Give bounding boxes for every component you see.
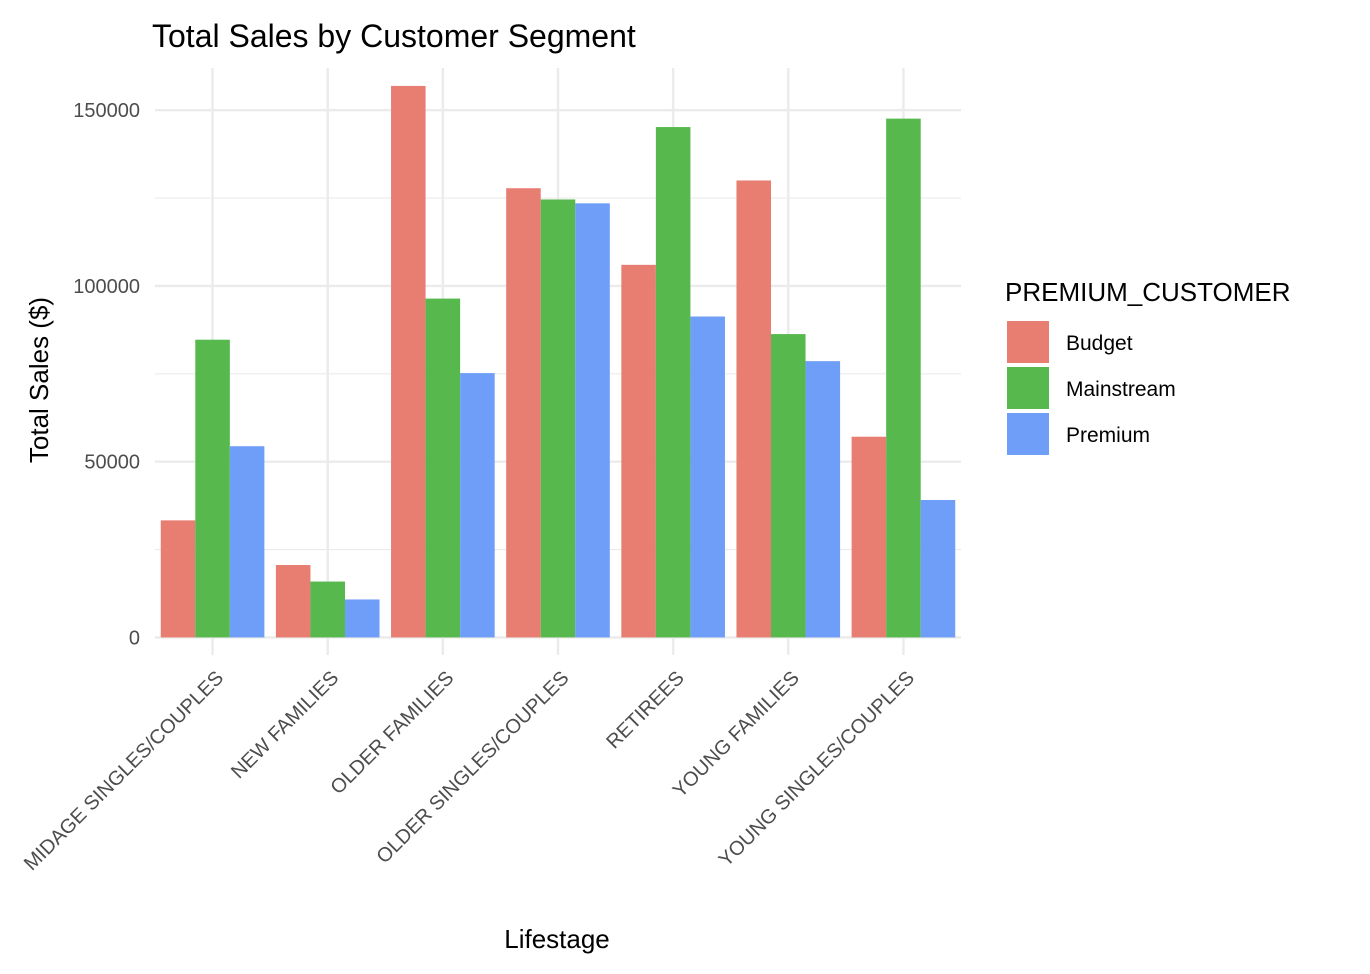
bar-mainstream [195,339,230,638]
y-axis-label: Total Sales ($) [24,297,54,463]
bar-mainstream [310,581,345,638]
bar-premium [460,373,495,638]
legend-key-mainstream [1007,367,1049,409]
y-tick-label: 100000 [73,276,140,298]
bar-premium [690,316,725,638]
x-tick-label: YOUNG FAMILIES [669,667,804,802]
bar-mainstream [771,334,806,638]
bar-premium [575,203,610,638]
bar-mainstream [540,199,576,638]
x-axis-label: Lifestage [504,924,610,954]
legend-label: Mainstream [1066,378,1176,401]
x-axis-ticks: MIDAGE SINGLES/COUPLES NEW FAMILIESOLDER … [20,667,919,875]
legend-label: Premium [1066,424,1150,447]
y-tick-label: 0 [129,627,140,649]
x-tick-label: RETIREES [602,667,688,753]
legend-title: PREMIUM_CUSTOMER [1005,277,1291,307]
legend-key-premium [1007,413,1049,455]
legend-label: Budget [1066,332,1133,355]
x-tick-label: YOUNG SINGLES/COUPLES [715,667,919,871]
x-tick-label: OLDER SINGLES/COUPLES [372,667,573,868]
legend: PREMIUM_CUSTOMER Budget Mainstream Premium [1005,277,1291,455]
x-tick-label: MIDAGE SINGLES/COUPLES [20,667,228,875]
bar-budget [160,520,196,638]
bar-premium [920,499,956,638]
bar-mainstream [655,127,691,638]
bar-premium [344,599,380,638]
bar-budget [506,188,541,638]
bar-budget [275,565,311,638]
y-tick-label: 50000 [84,452,140,474]
bars [160,85,956,638]
bar-budget [621,264,656,638]
bar-premium [805,361,841,638]
y-tick-label: 150000 [73,100,140,122]
bar-budget [736,180,772,638]
bar-mainstream [886,118,921,638]
bar-premium [229,446,265,638]
x-tick-label: OLDER FAMILIES [327,667,459,799]
chart-title: Total Sales by Customer Segment [152,18,636,54]
x-tick-label: NEW FAMILIES [227,667,343,783]
bar-budget [391,85,426,638]
y-axis-ticks: 0 50000 100000 150000 [73,100,140,649]
bar-mainstream [425,298,461,638]
bar-budget [851,436,887,638]
legend-key-budget [1007,321,1049,363]
